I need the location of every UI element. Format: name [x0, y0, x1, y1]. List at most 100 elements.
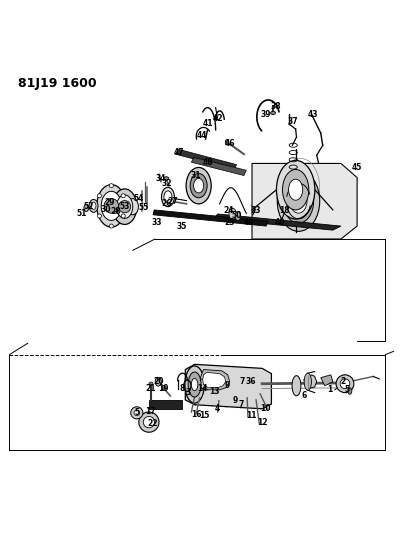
- Ellipse shape: [235, 212, 241, 221]
- Circle shape: [336, 375, 354, 393]
- Text: 51: 51: [76, 208, 87, 217]
- Ellipse shape: [289, 179, 303, 200]
- Ellipse shape: [127, 199, 138, 215]
- Text: 29: 29: [105, 198, 115, 207]
- Text: 81J19 1600: 81J19 1600: [18, 77, 96, 90]
- Circle shape: [121, 193, 125, 198]
- Text: 31: 31: [190, 171, 201, 180]
- Ellipse shape: [185, 366, 204, 403]
- Ellipse shape: [164, 177, 169, 180]
- Polygon shape: [153, 210, 268, 226]
- Ellipse shape: [277, 171, 320, 231]
- Text: 45: 45: [352, 163, 362, 172]
- Polygon shape: [203, 373, 226, 388]
- Text: 4: 4: [215, 405, 220, 413]
- Circle shape: [109, 184, 114, 188]
- Ellipse shape: [162, 187, 174, 207]
- Ellipse shape: [190, 174, 207, 198]
- Text: 3: 3: [186, 388, 191, 397]
- Ellipse shape: [229, 208, 236, 220]
- Ellipse shape: [116, 195, 133, 219]
- Text: 19: 19: [159, 384, 169, 393]
- Circle shape: [118, 200, 131, 213]
- Text: 27: 27: [168, 197, 179, 206]
- Text: 25: 25: [225, 219, 235, 228]
- Ellipse shape: [304, 373, 311, 390]
- Text: 53: 53: [120, 202, 130, 211]
- Ellipse shape: [283, 179, 314, 223]
- Circle shape: [121, 214, 125, 218]
- Ellipse shape: [292, 376, 301, 396]
- Ellipse shape: [191, 378, 198, 391]
- Polygon shape: [191, 157, 246, 175]
- Text: 20: 20: [153, 377, 164, 386]
- Ellipse shape: [91, 202, 96, 209]
- Text: 54: 54: [133, 194, 144, 203]
- Text: 36: 36: [246, 377, 256, 386]
- Circle shape: [131, 407, 143, 419]
- Text: 23: 23: [250, 206, 260, 215]
- Ellipse shape: [225, 140, 229, 144]
- Text: 40: 40: [274, 219, 285, 228]
- Polygon shape: [252, 164, 357, 239]
- Polygon shape: [185, 365, 271, 409]
- Text: 6: 6: [301, 391, 306, 400]
- Polygon shape: [175, 149, 236, 169]
- Text: 55: 55: [138, 204, 149, 212]
- Polygon shape: [214, 214, 341, 230]
- Text: 18: 18: [279, 206, 290, 215]
- Text: 16: 16: [191, 409, 201, 418]
- Text: 22: 22: [148, 419, 158, 428]
- Text: 48: 48: [202, 158, 213, 167]
- Text: 43: 43: [307, 110, 318, 119]
- Text: 7: 7: [239, 377, 245, 386]
- Ellipse shape: [97, 184, 126, 227]
- Polygon shape: [304, 375, 317, 389]
- Circle shape: [139, 412, 159, 432]
- Text: 49: 49: [243, 219, 254, 228]
- Ellipse shape: [271, 111, 276, 115]
- Text: 52: 52: [83, 202, 94, 211]
- Text: 39: 39: [261, 110, 271, 119]
- Polygon shape: [199, 369, 230, 390]
- Text: 50: 50: [232, 212, 242, 221]
- Text: 9: 9: [232, 396, 238, 405]
- Text: 38: 38: [271, 102, 282, 111]
- Text: 7: 7: [238, 400, 243, 409]
- Text: 34: 34: [156, 174, 166, 183]
- Ellipse shape: [348, 388, 352, 394]
- Ellipse shape: [282, 169, 309, 210]
- Text: 5: 5: [344, 385, 350, 394]
- Ellipse shape: [290, 189, 307, 213]
- Text: 24: 24: [223, 206, 234, 215]
- Ellipse shape: [186, 167, 211, 204]
- Ellipse shape: [89, 199, 98, 212]
- Text: 13: 13: [210, 386, 220, 395]
- Polygon shape: [321, 375, 333, 386]
- Text: 12: 12: [257, 418, 267, 426]
- Text: 44: 44: [196, 131, 207, 140]
- Text: 2: 2: [340, 377, 346, 386]
- Text: 30: 30: [101, 205, 111, 214]
- Ellipse shape: [84, 204, 89, 212]
- Ellipse shape: [276, 160, 315, 219]
- Text: 1: 1: [327, 385, 332, 394]
- Circle shape: [97, 214, 101, 218]
- Text: 11: 11: [246, 411, 256, 420]
- Ellipse shape: [149, 382, 153, 385]
- Text: 41: 41: [202, 118, 213, 127]
- Text: 8: 8: [180, 384, 185, 393]
- Ellipse shape: [188, 372, 201, 397]
- Ellipse shape: [155, 377, 161, 386]
- Circle shape: [109, 224, 114, 228]
- Text: 35: 35: [176, 222, 186, 231]
- Circle shape: [97, 193, 101, 198]
- Text: 37: 37: [287, 117, 298, 126]
- Text: 21: 21: [145, 384, 155, 393]
- Bar: [149, 400, 182, 409]
- Circle shape: [143, 416, 155, 428]
- Text: 17: 17: [145, 407, 155, 416]
- Circle shape: [104, 199, 118, 213]
- Text: 28: 28: [110, 207, 121, 216]
- Circle shape: [134, 410, 140, 416]
